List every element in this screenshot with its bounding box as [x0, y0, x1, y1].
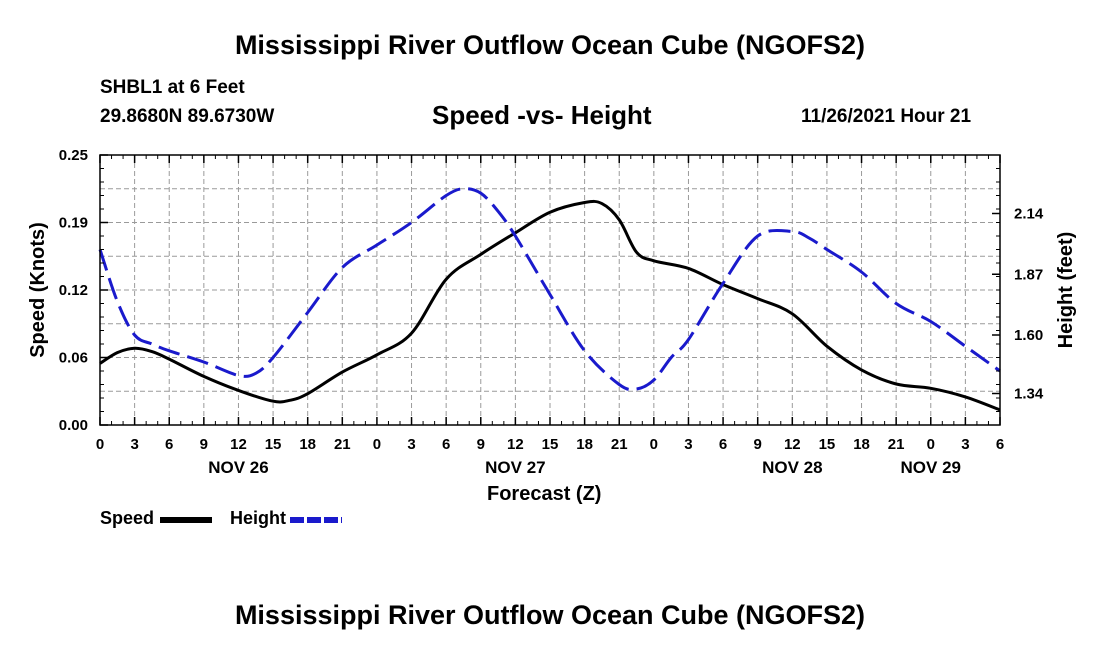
y-right-tick-label: 1.34	[1014, 386, 1044, 403]
x-tick-label: 3	[684, 436, 692, 453]
legend-speed-label: Speed	[100, 508, 155, 528]
x-tick-label: 0	[650, 436, 658, 453]
y-left-tick-label: 0.00	[59, 417, 88, 434]
x-tick-label: 18	[299, 436, 316, 453]
x-tick-label: 12	[230, 436, 247, 453]
y-right-tick-label: 1.87	[1014, 266, 1043, 283]
x-tick-label: 21	[888, 436, 905, 453]
x-tick-label: 6	[442, 436, 450, 453]
forecast-timestamp: 11/26/2021 Hour 21	[801, 106, 972, 127]
x-tick-label: 3	[961, 436, 969, 453]
y-right-axis-title: Height (feet)	[1055, 232, 1077, 349]
x-tick-label: 21	[334, 436, 351, 453]
series	[98, 187, 1001, 412]
x-tick-label: 6	[719, 436, 727, 453]
station-coordinates: 29.8680N 89.6730W	[100, 106, 275, 127]
height-series-line	[98, 187, 1001, 392]
grid	[100, 155, 1000, 425]
day-label: NOV 29	[901, 458, 961, 477]
station-label: SHBL1 at 6 Feet	[100, 77, 245, 98]
x-tick-label: 12	[507, 436, 524, 453]
y-left-tick-label: 0.25	[59, 147, 88, 164]
x-tick-label: 15	[542, 436, 559, 453]
x-axis-title: Forecast (Z)	[487, 483, 602, 505]
chart-subtitle: Speed -vs- Height	[432, 100, 652, 130]
axis-labels: 0 3 6 9 12 15 18 21 0 3 6 9 12 15 18 21 0 3 6 9 12 15 18 21 0 3 6 N…	[27, 147, 1077, 477]
legend-height-swatch	[290, 517, 342, 523]
footer-title: Mississippi River Outflow Ocean Cube (NG…	[234, 600, 866, 630]
x-tick-label: 18	[853, 436, 870, 453]
legend-speed-swatch	[160, 517, 212, 523]
y-left-tick-label: 0.19	[59, 215, 88, 232]
chart-title: Mississippi River Outflow Ocean Cube (NG…	[234, 30, 866, 60]
x-tick-label: 0	[96, 436, 104, 453]
x-tick-label: 6	[996, 436, 1004, 453]
x-tick-label: 18	[576, 436, 593, 453]
y-right-tick-label: 2.14	[1014, 206, 1044, 223]
speed-series-line	[99, 199, 1001, 412]
legend-height-label: Height	[230, 508, 286, 528]
x-tick-label: 3	[130, 436, 138, 453]
x-tick-label: 9	[200, 436, 208, 453]
axis-ticks	[99, 154, 1001, 426]
day-label: NOV 28	[762, 458, 822, 477]
x-tick-label: 3	[407, 436, 415, 453]
x-tick-label: 15	[819, 436, 836, 453]
y-right-tick-label: 1.60	[1014, 327, 1043, 344]
x-tick-label: 21	[611, 436, 628, 453]
y-left-axis-title: Speed (Knots)	[27, 222, 49, 358]
day-label: NOV 27	[485, 458, 545, 477]
x-tick-label: 6	[165, 436, 173, 453]
x-tick-label: 9	[754, 436, 762, 453]
day-label: NOV 26	[208, 458, 268, 477]
x-tick-label: 9	[477, 436, 485, 453]
x-tick-label: 12	[784, 436, 801, 453]
x-tick-label: 0	[373, 436, 381, 453]
x-tick-label: 0	[927, 436, 935, 453]
y-left-tick-label: 0.06	[59, 350, 88, 367]
x-tick-label: 15	[265, 436, 282, 453]
y-left-tick-label: 0.12	[59, 282, 88, 299]
